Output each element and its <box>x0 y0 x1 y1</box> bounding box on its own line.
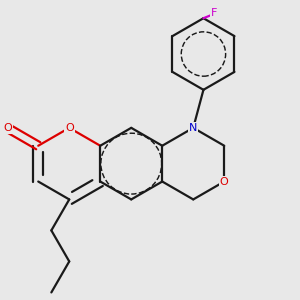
Text: F: F <box>211 8 217 18</box>
Text: O: O <box>65 123 74 133</box>
Text: O: O <box>220 176 229 187</box>
Text: O: O <box>3 123 12 133</box>
Text: N: N <box>189 123 197 133</box>
